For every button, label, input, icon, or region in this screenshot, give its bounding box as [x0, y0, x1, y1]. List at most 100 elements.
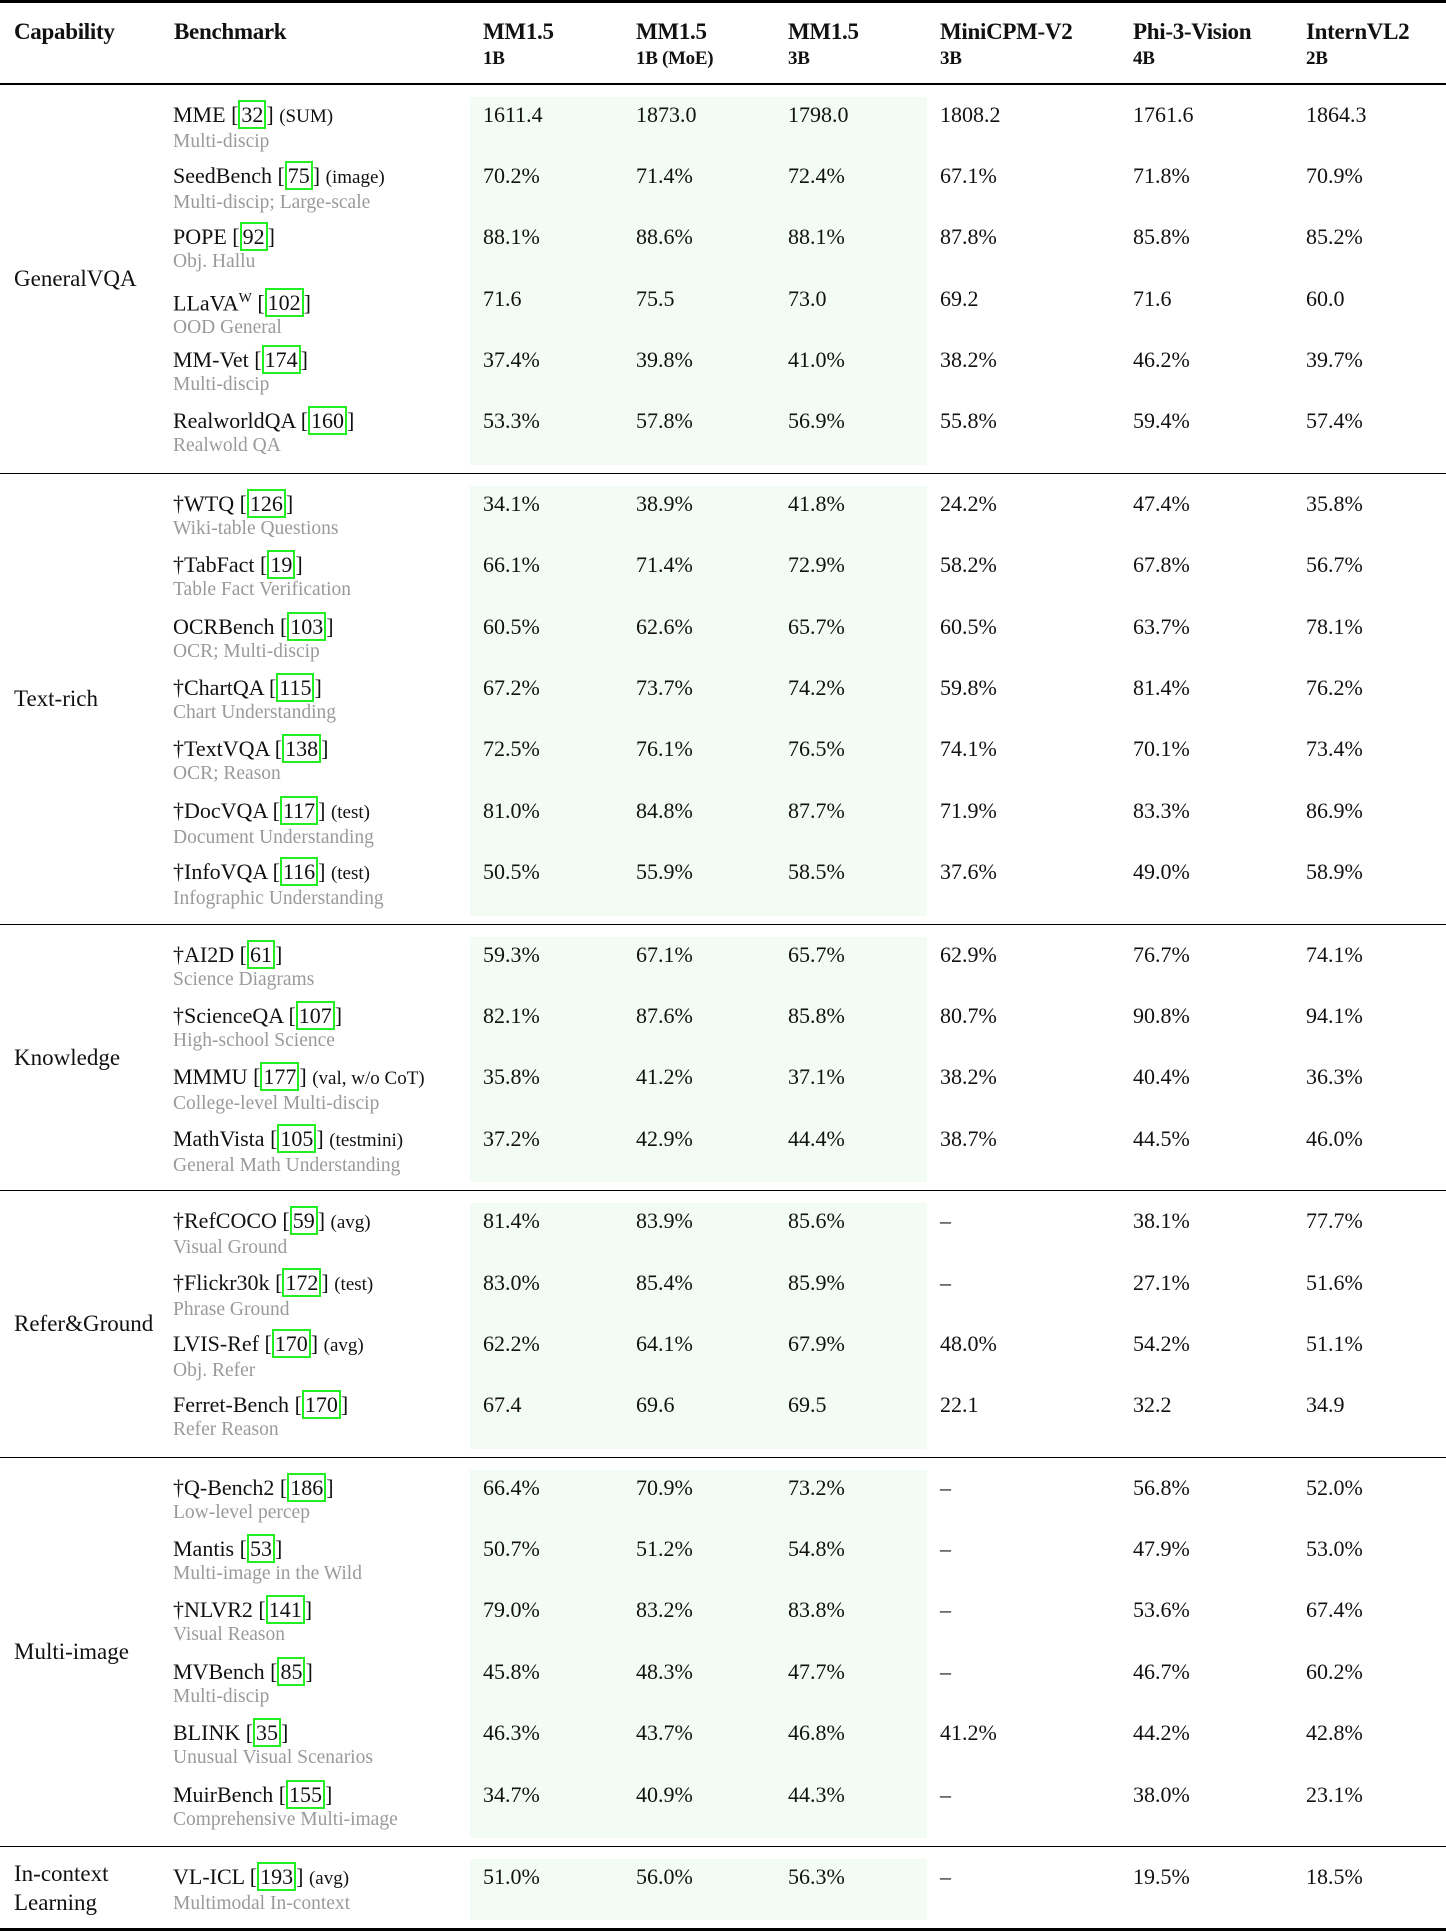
score-cell: 78.1%: [1306, 613, 1363, 639]
score-cell: 83.9%: [623, 1203, 775, 1265]
capability-label: GeneralVQA: [14, 266, 137, 292]
score-cell: 83.8%: [775, 1592, 927, 1654]
benchmark-name: InfoVQA: [184, 859, 268, 885]
model-name: InternVL2: [1306, 19, 1410, 44]
score-cell: 83.2%: [623, 1592, 775, 1654]
table-row: VL-ICL [193] (avg) Multimodal In-context 5…: [0, 1859, 1446, 1921]
benchmark-description: Multi-discip: [173, 130, 270, 152]
benchmark-variant: (val, w/o CoT): [312, 1068, 425, 1090]
score-cell: 81.0%: [470, 792, 623, 855]
score-cell: 65.7%: [775, 936, 927, 998]
score-cell: 85.8%: [775, 997, 927, 1060]
benchmark-name: RefCOCO: [184, 1208, 277, 1234]
score-cell: 57.4%: [1306, 408, 1363, 434]
table-row: †Q-Bench2 [186] Low-level percep 66.4% 70.9…: [0, 1469, 1446, 1532]
citation-link[interactable]: 53: [246, 1534, 275, 1564]
score-cell: 69.6: [623, 1387, 775, 1449]
score-cell: 73.0: [775, 280, 927, 343]
score-cell: 73.4%: [1306, 736, 1363, 762]
table-row: MVBench [85] Multi-discip 45.8% 48.3% 47.7% –…: [0, 1653, 1446, 1716]
score-cell: 56.9%: [775, 403, 927, 465]
citation-link[interactable]: 170: [301, 1390, 341, 1420]
citation-link[interactable]: 105: [277, 1123, 317, 1153]
citation-link[interactable]: 193: [257, 1862, 297, 1892]
score-cell: 41.2%: [940, 1720, 997, 1746]
citation-link[interactable]: 92: [239, 222, 268, 252]
citation-link[interactable]: 155: [286, 1779, 326, 1809]
benchmark-name: MM-Vet: [173, 347, 249, 373]
citation-link[interactable]: 186: [287, 1472, 327, 1502]
citation-link[interactable]: 102: [264, 288, 304, 317]
score-cell: 86.9%: [1306, 797, 1363, 823]
benchmark-description: Infographic Understanding: [173, 888, 384, 910]
section-text-rich: Text-rich †WTQ [126] Wiki-table Questions 3…: [0, 473, 1446, 925]
benchmark-description: Unusual Visual Scenarios: [173, 1747, 373, 1769]
model-name: MM1.5: [483, 19, 554, 44]
score-cell: 41.0%: [775, 342, 927, 404]
benchmark-description: Refer Reason: [173, 1419, 279, 1441]
score-cell: 52.0%: [1306, 1474, 1363, 1500]
benchmark-description: Realwold QA: [173, 435, 281, 457]
score-cell: 60.2%: [1306, 1658, 1363, 1684]
citation-link[interactable]: 103: [287, 611, 327, 641]
citation-link[interactable]: 85: [277, 1656, 306, 1686]
score-cell: 39.8%: [623, 342, 775, 404]
benchmark-name: LVIS-Ref: [173, 1330, 259, 1356]
benchmark-name: Mantis: [173, 1536, 235, 1562]
score-cell: 47.9%: [1133, 1536, 1190, 1562]
citation-link[interactable]: 138: [282, 734, 322, 764]
citation-link[interactable]: 59: [289, 1206, 318, 1236]
score-cell: 1873.0: [623, 96, 775, 158]
benchmark-description: Chart Understanding: [173, 702, 337, 724]
citation-link[interactable]: 174: [261, 345, 301, 375]
score-cell: –: [940, 1597, 951, 1623]
benchmark-name: NLVR2: [184, 1597, 253, 1623]
citation-link[interactable]: 160: [308, 406, 348, 436]
score-cell: 85.4%: [623, 1264, 775, 1326]
capability-label: Refer&Ground: [14, 1311, 154, 1337]
citation-link[interactable]: 141: [265, 1595, 305, 1625]
citation-link[interactable]: 126: [246, 488, 286, 518]
score-cell: –: [940, 1781, 951, 1807]
score-cell: 90.8%: [1133, 1002, 1190, 1028]
header-model: InternVL2 2B: [1293, 2, 1446, 84]
score-cell: 38.2%: [940, 1064, 997, 1090]
score-cell: 56.0%: [623, 1859, 775, 1921]
citation-link[interactable]: 115: [276, 673, 315, 703]
benchmark-cell: †TabFact [19] Table Fact Verification: [173, 547, 470, 608]
citation-link[interactable]: 172: [282, 1267, 322, 1297]
citation-link[interactable]: 177: [260, 1062, 300, 1092]
citation-link[interactable]: 117: [279, 795, 319, 825]
table-row: †RefCOCO [59] (avg) Visual Ground 81.4% 83.…: [0, 1203, 1446, 1265]
citation-link[interactable]: 75: [284, 160, 313, 190]
table-row: OCRBench [103] OCR; Multi-discip 60.5% 62.6…: [0, 608, 1446, 671]
score-cell: 60.5%: [470, 608, 623, 671]
header-model: MM1.5 1B: [470, 2, 623, 84]
benchmark-name: AI2D: [184, 941, 235, 967]
benchmark-cell: †TextVQA [138] OCR; Reason: [173, 731, 470, 792]
score-cell: 41.2%: [623, 1059, 775, 1121]
citation-link[interactable]: 116: [279, 857, 319, 887]
score-cell: 77.7%: [1306, 1208, 1363, 1234]
score-cell: 82.1%: [470, 997, 623, 1060]
citation-link[interactable]: 35: [253, 1718, 282, 1748]
citation-link[interactable]: 32: [238, 99, 267, 129]
citation-link[interactable]: 107: [295, 1000, 335, 1030]
citation-link[interactable]: 170: [271, 1328, 311, 1358]
score-cell: 40.9%: [623, 1776, 775, 1839]
section-generalvqa: GeneralVQA MME [32] (SUM) Multi-discip 1611…: [0, 84, 1446, 474]
score-cell: 71.4%: [623, 157, 775, 220]
score-cell: 56.7%: [1306, 552, 1363, 578]
table-row: RealworldQA [160] Realwold QA 53.3% 57.8% 56…: [0, 403, 1446, 465]
score-cell: 39.7%: [1306, 347, 1363, 373]
table-row: BLINK [35] Unusual Visual Scenarios 46.3% 4…: [0, 1715, 1446, 1777]
benchmark-description: Multi-discip; Large-scale: [173, 191, 371, 213]
benchmark-cell: †Q-Bench2 [186] Low-level percep: [173, 1470, 470, 1531]
score-cell: 44.5%: [1133, 1125, 1190, 1151]
benchmark-variant: (test): [334, 1273, 374, 1295]
citation-link[interactable]: 19: [267, 550, 296, 580]
score-cell: 58.9%: [1306, 859, 1363, 885]
score-cell: 76.2%: [1306, 675, 1363, 701]
citation-link[interactable]: 61: [246, 939, 275, 969]
table-row: †NLVR2 [141] Visual Reason 79.0% 83.2% 83.8%…: [0, 1592, 1446, 1654]
